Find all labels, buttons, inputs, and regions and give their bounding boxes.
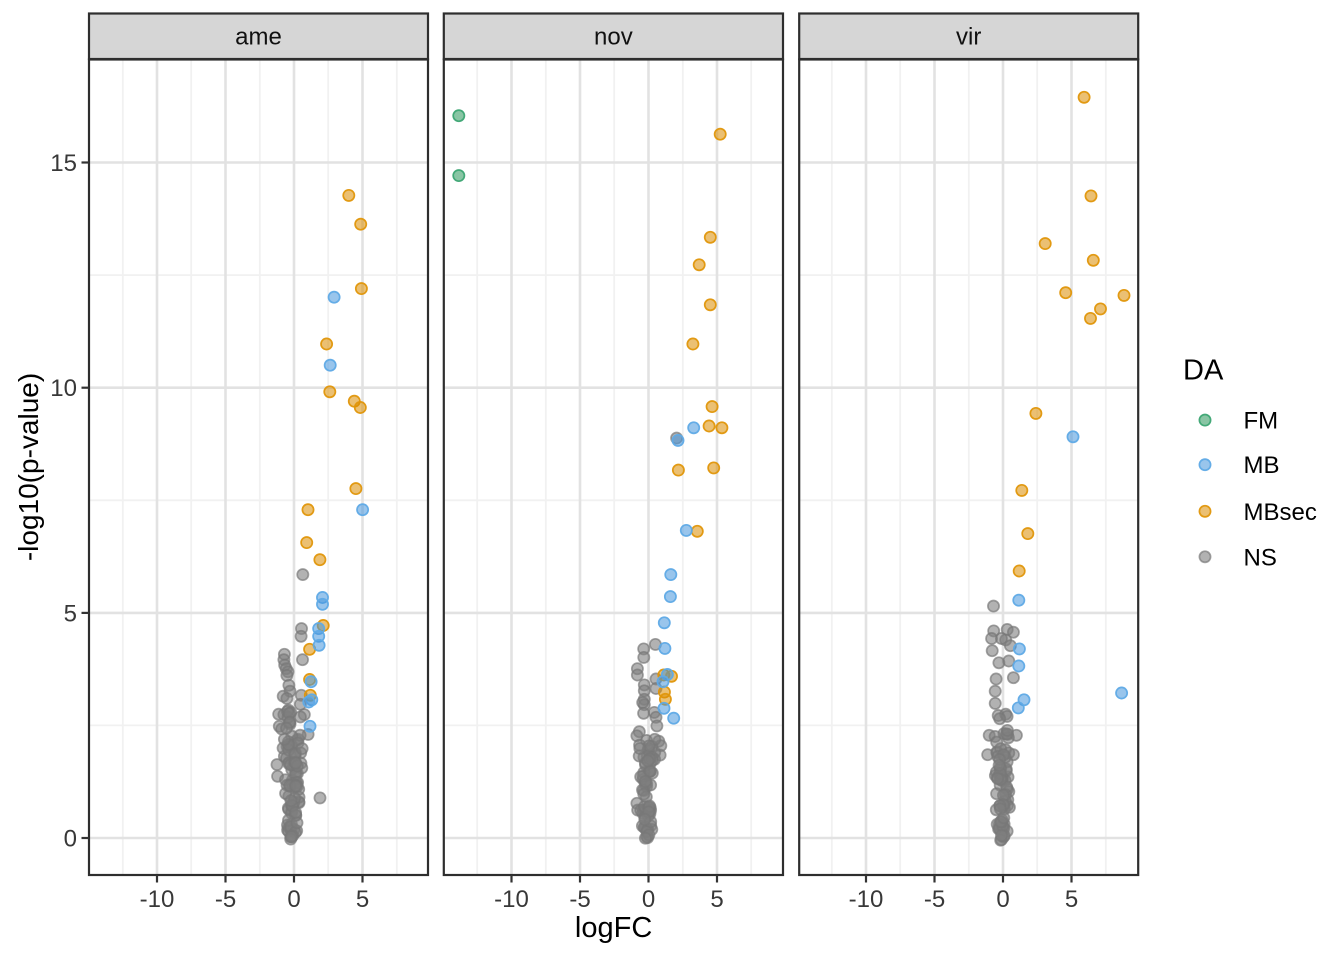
svg-text:logFC: logFC: [575, 912, 652, 944]
svg-text:5: 5: [710, 886, 723, 913]
svg-text:NS: NS: [1244, 544, 1277, 571]
svg-text:DA: DA: [1183, 355, 1224, 387]
svg-text:-5: -5: [924, 886, 945, 913]
svg-text:0: 0: [642, 886, 655, 913]
svg-text:MB: MB: [1244, 452, 1280, 479]
svg-text:-10: -10: [849, 886, 884, 913]
svg-text:-5: -5: [215, 886, 236, 913]
svg-text:0: 0: [64, 826, 77, 853]
svg-text:ame: ame: [235, 24, 282, 51]
svg-text:10: 10: [50, 375, 77, 402]
svg-text:5: 5: [356, 886, 369, 913]
svg-text:nov: nov: [594, 24, 633, 51]
svg-text:MBsec: MBsec: [1244, 499, 1317, 526]
svg-text:5: 5: [64, 600, 77, 627]
svg-text:vir: vir: [956, 24, 981, 51]
svg-text:-5: -5: [569, 886, 590, 913]
svg-text:15: 15: [50, 150, 77, 177]
svg-text:0: 0: [287, 886, 300, 913]
svg-text:-10: -10: [140, 886, 175, 913]
svg-text:FM: FM: [1244, 408, 1279, 435]
svg-text:5: 5: [1065, 886, 1078, 913]
svg-text:-10: -10: [494, 886, 529, 913]
svg-text:0: 0: [996, 886, 1009, 913]
svg-text:-log10(p-value): -log10(p-value): [13, 373, 44, 561]
